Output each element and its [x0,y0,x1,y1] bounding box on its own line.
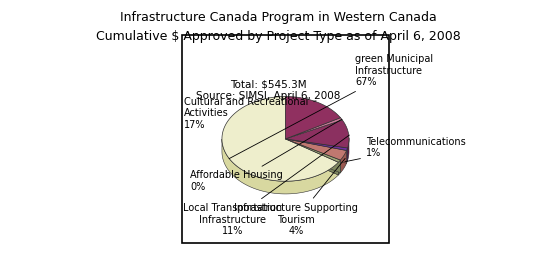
Polygon shape [285,139,339,175]
Polygon shape [348,138,349,161]
Polygon shape [285,139,340,173]
Text: Affordable Housing
0%: Affordable Housing 0% [190,119,342,192]
Polygon shape [339,160,340,175]
Polygon shape [285,139,346,163]
Polygon shape [285,139,339,175]
Polygon shape [285,120,349,148]
Polygon shape [285,97,340,139]
Text: Total: $545.3M
Source: SIMSI, April 6, 2008: Total: $545.3M Source: SIMSI, April 6, 2… [196,79,341,101]
Text: Telecommunications
1%: Telecommunications 1% [345,137,466,162]
Polygon shape [340,150,346,173]
Polygon shape [285,139,340,173]
Polygon shape [285,139,340,162]
Text: green Municipal
Infrastructure
67%: green Municipal Infrastructure 67% [229,54,433,159]
Text: Cultural and Recreational
Activities
17%: Cultural and Recreational Activities 17% [184,97,316,130]
Text: Infrastructure Canada Program in Western Canada: Infrastructure Canada Program in Western… [120,11,437,24]
Polygon shape [285,139,348,150]
Polygon shape [285,139,348,161]
Polygon shape [222,139,339,194]
Text: Local Transportation
Infrastructure
11%: Local Transportation Infrastructure 11% [183,135,349,236]
Polygon shape [285,139,346,163]
Text: Infrastructure Supporting
Tourism
4%: Infrastructure Supporting Tourism 4% [234,158,358,236]
Text: Cumulative $ Approved by Project Type as of April 6, 2008: Cumulative $ Approved by Project Type as… [96,30,461,43]
Polygon shape [285,139,348,161]
Polygon shape [285,118,343,139]
Polygon shape [346,148,348,163]
Polygon shape [222,97,339,181]
Polygon shape [285,139,346,160]
